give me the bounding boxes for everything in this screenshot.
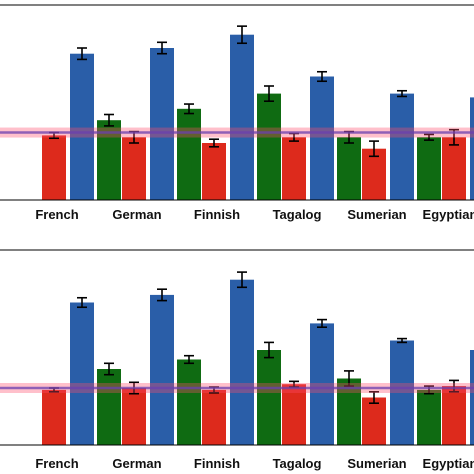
bar-panel2-series1-cat6	[470, 350, 474, 445]
bar-panel1-series3-cat5	[442, 137, 466, 200]
bar-panel1-series2-cat4	[337, 137, 361, 200]
bar-panel2-series3-cat5	[442, 386, 466, 445]
tick-label-panel2-cat6: Egyptian	[423, 456, 474, 471]
tick-label-panel2-cat1: French	[35, 456, 78, 471]
bar-panel2-series2-cat1	[97, 369, 121, 445]
bar-panel1-series2-cat2	[177, 108, 201, 200]
bar-panel2-series3-cat0	[42, 389, 66, 445]
bar-panel1-series1-cat3	[230, 34, 254, 201]
tick-label-panel1-cat5: Sumerian	[347, 207, 406, 222]
tick-label-panel2-cat3: Finnish	[194, 456, 240, 471]
bar-panel2-series2-cat2	[177, 359, 201, 445]
bar-panel2-series3-cat1	[122, 388, 146, 445]
bar-panel1-series3-cat2	[202, 143, 226, 200]
bar-panel2-series1-cat1	[70, 302, 94, 445]
bar-panel1-series2-cat3	[257, 93, 281, 200]
bar-panel2-series1-cat5	[390, 340, 414, 445]
bar-panel1-series3-cat3	[282, 137, 306, 200]
bar-panel2-series3-cat2	[202, 389, 226, 445]
bar-panel1-series1-cat2	[150, 48, 174, 200]
bar-panel1-series2-cat5	[417, 137, 441, 200]
bar-panel2-series1-cat2	[150, 294, 174, 445]
tick-label-panel1-cat3: Finnish	[194, 207, 240, 222]
bar-panel2-series2-cat4	[337, 378, 361, 445]
bar-panel2-series3-cat4	[362, 397, 386, 445]
tick-label-panel2-cat4: Tagalog	[273, 456, 322, 471]
bar-panel2-series1-cat4	[310, 323, 334, 445]
bar-panel1-series3-cat0	[42, 135, 66, 200]
bar-panel2-series2-cat5	[417, 389, 441, 445]
tick-label-panel1-cat2: German	[112, 207, 161, 222]
tick-label-panel1-cat6: Egyptian	[423, 207, 474, 222]
tick-label-panel2-cat5: Sumerian	[347, 456, 406, 471]
bar-panel1-series3-cat1	[122, 137, 146, 200]
tick-label-panel2-cat2: German	[112, 456, 161, 471]
bar-panel2-series2-cat3	[257, 350, 281, 445]
bar-panel1-series1-cat4	[310, 76, 334, 200]
bar-panel2-series3-cat3	[282, 384, 306, 445]
bar-panel1-series3-cat4	[362, 148, 386, 200]
bar-panel1-series1-cat6	[470, 97, 474, 200]
bar-panel2-series1-cat3	[230, 279, 254, 445]
bar-panel1-series1-cat5	[390, 93, 414, 200]
bar-panel1-series1-cat1	[70, 53, 94, 201]
tick-label-panel1-cat4: Tagalog	[273, 207, 322, 222]
tick-label-panel1-cat1: French	[35, 207, 78, 222]
